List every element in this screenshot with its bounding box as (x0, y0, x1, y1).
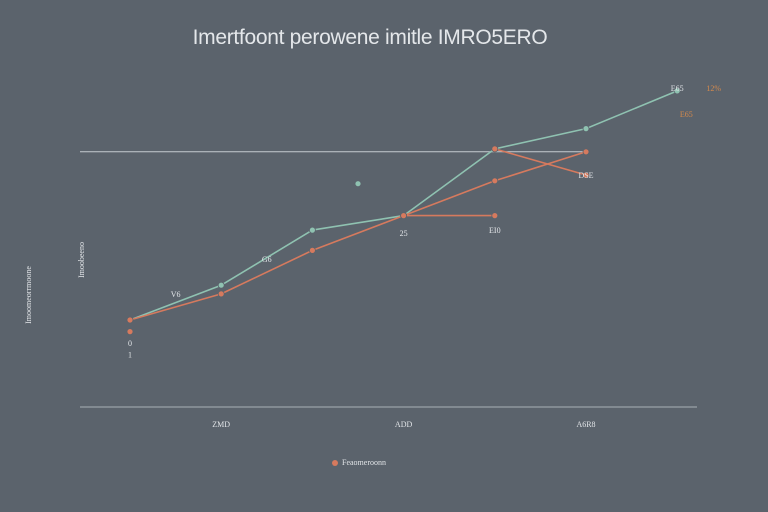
y-axis-label: Imoomeorrmoone (24, 266, 33, 324)
data-label: 25 (400, 229, 408, 238)
data-point-teal (582, 125, 590, 133)
data-point-teal (217, 281, 225, 289)
data-label: DSE (578, 171, 593, 180)
data-label: EI0 (489, 226, 501, 235)
data-point-teal (308, 226, 316, 234)
legend-label: Feaomeroonn (342, 458, 386, 467)
data-point-orange (582, 148, 590, 156)
data-labels: E65 12% E65 DSE EI0 25 G6 V6 0 1 (128, 84, 721, 360)
legend-swatch (332, 459, 338, 466)
data-point-orange (308, 246, 316, 254)
data-label: V6 (171, 290, 181, 299)
chart-title: Imertfoont perowene imitle IMRO5ERO (192, 26, 548, 49)
axes: Imoomeorrmoone Imoobeeno (24, 151, 697, 408)
data-point-orange (126, 316, 134, 324)
data-point-orange-c (491, 145, 499, 153)
x-tick-label: A6R8 (576, 420, 595, 429)
data-label: 1 (128, 351, 132, 360)
data-label: 0 (128, 339, 132, 348)
y-axis-label-secondary: Imoobeeno (77, 242, 86, 278)
data-label: G6 (262, 255, 272, 264)
data-point-isolated (126, 328, 134, 336)
data-point-orange-c (582, 171, 590, 179)
legend: Feaomeroonn (332, 458, 386, 467)
data-point-orange-b (491, 212, 499, 220)
x-ticks: ZMD ADD A6R8 (212, 420, 595, 429)
data-point-teal (673, 87, 681, 95)
data-label: E65 (680, 110, 693, 119)
series-line-orange (129, 151, 587, 321)
series-line-orange-c (494, 148, 587, 176)
series-points (126, 87, 681, 336)
data-label: E65 (671, 84, 684, 93)
series-line-teal (129, 90, 678, 321)
x-tick-label: ADD (395, 420, 413, 429)
data-label: 12% (706, 84, 721, 93)
x-tick-label: ZMD (212, 420, 230, 429)
data-point-orange (491, 177, 499, 185)
series-lines (129, 90, 678, 321)
data-point-orange-b (400, 212, 408, 220)
data-point-orange (217, 290, 225, 298)
data-point-isolated (354, 180, 362, 188)
